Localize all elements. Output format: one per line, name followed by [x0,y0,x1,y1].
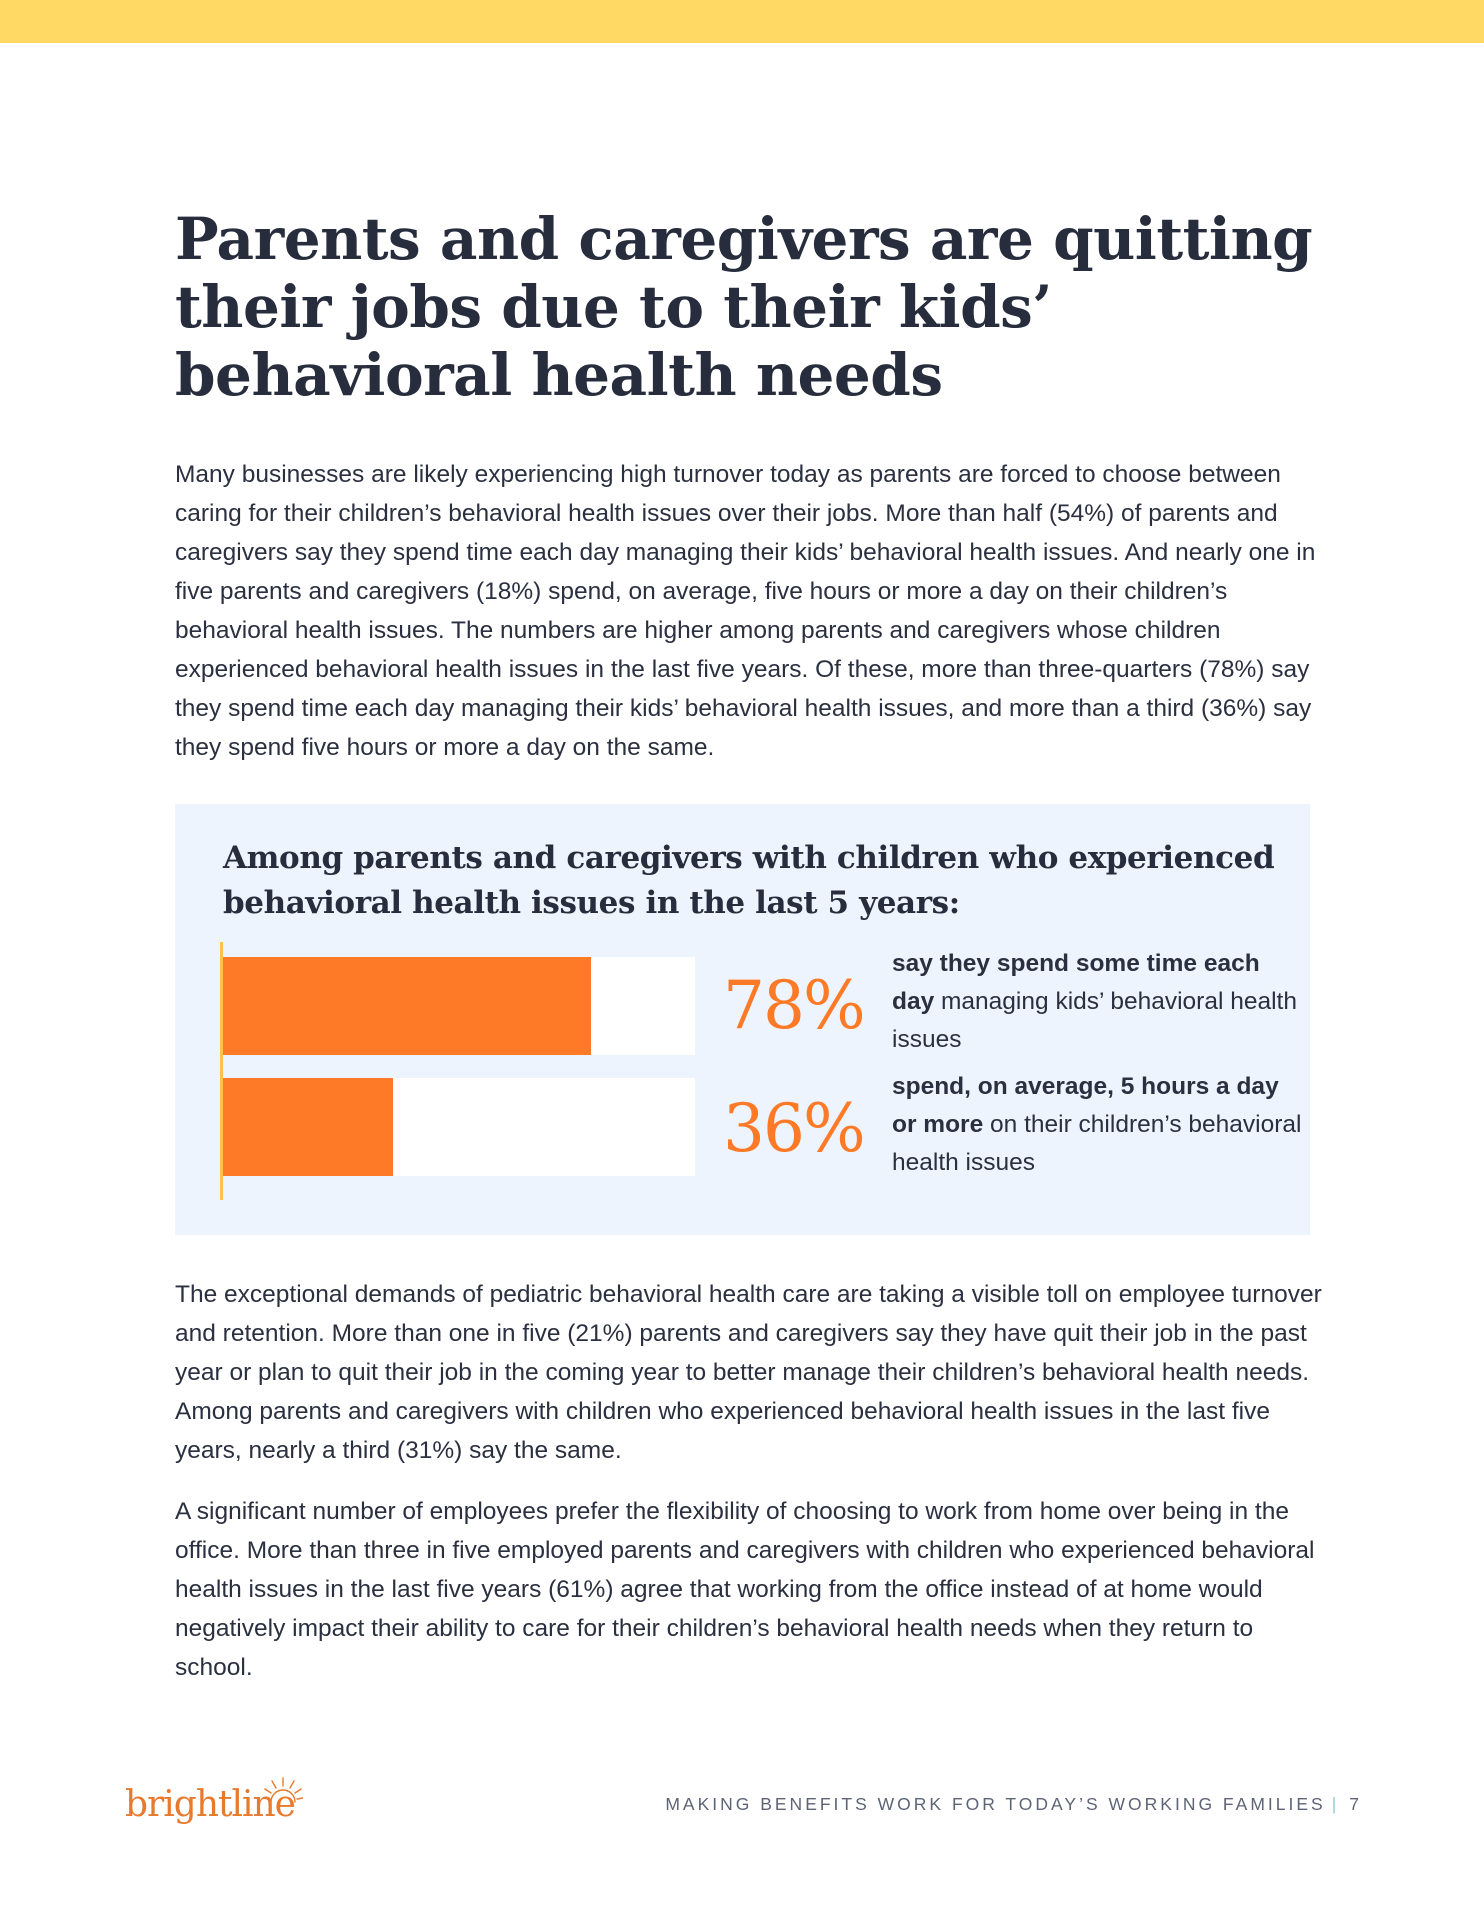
stat-value: 36% [723,1090,866,1167]
bar-fill [223,1078,393,1176]
stat-description: say they spend some time each day managi… [892,945,1302,1059]
top-color-band [0,0,1484,43]
stat-description-bold: spend, on average, 5 hours a day or more [892,1073,1279,1138]
bar-fill [223,957,591,1055]
bar-track [223,957,695,1055]
stat-description-rest: managing kids’ behavioral health issues [892,988,1297,1053]
stats-callout-box: Among parents and caregivers with childr… [175,804,1310,1235]
bar-track [223,1078,695,1176]
stat-description: spend, on average, 5 hours a day or more… [892,1068,1302,1182]
running-title: MAKING BENEFITS WORK FOR TODAY’S WORKING… [665,1794,1326,1814]
stat-value: 78% [723,967,866,1044]
stats-box-heading: Among parents and caregivers with childr… [223,840,1275,921]
stat-description-rest: on their children’s behavioral health is… [892,1111,1302,1176]
page-footer: MAKING BENEFITS WORK FOR TODAY’S WORKING… [665,1794,1362,1815]
brightline-logo: brightline [125,1772,325,1832]
page-number: 7 [1349,1794,1362,1814]
footer-separator: | [1331,1794,1340,1814]
sun-icon [263,1777,303,1803]
stat-description-bold: say they spend some time each day [892,950,1260,1015]
remote-work-paragraph: A significant number of employees prefer… [175,1498,1315,1681]
bar-axis-line [220,942,223,1200]
page-title: Parents and caregivers are quitting thei… [175,205,1313,409]
turnover-paragraph: The exceptional demands of pediatric beh… [175,1281,1322,1464]
intro-paragraph: Many businesses are likely experiencing … [175,461,1316,761]
